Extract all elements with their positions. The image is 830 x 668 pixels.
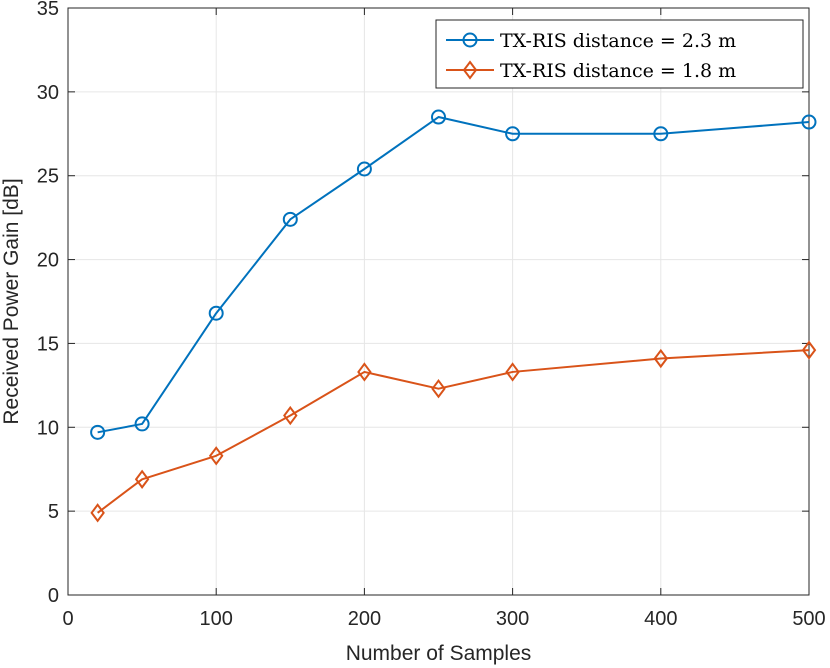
data-point-marker <box>357 362 372 382</box>
y-tick-label: 5 <box>48 501 59 523</box>
data-point-marker <box>208 446 224 466</box>
data-point-marker <box>431 109 446 125</box>
legend-label: TX-RIS distance = 1.8 m <box>500 60 736 82</box>
data-point-marker <box>505 362 520 382</box>
y-axis-title: Received Power Gain [dB] <box>0 178 23 424</box>
y-tick-label: 0 <box>48 585 59 607</box>
data-point-marker <box>505 126 521 142</box>
grid <box>67 7 810 596</box>
axis-ticks: 0 100 200 300 400 500 0 5 10 15 20 25 30 35 <box>37 0 826 630</box>
legend-label: TX-RIS distance = 2.3 m <box>500 30 736 52</box>
data-point-marker <box>801 340 817 360</box>
series-line <box>97 349 810 514</box>
x-tick-label: 0 <box>62 608 73 630</box>
y-tick-label: 25 <box>37 166 59 188</box>
data-point-marker <box>653 348 669 369</box>
x-tick-label: 300 <box>496 608 529 630</box>
plot-area-frame <box>67 7 810 596</box>
legend-marker <box>462 60 478 80</box>
y-tick-label: 35 <box>37 0 59 20</box>
x-tick-label: 100 <box>200 608 233 630</box>
data-point-marker <box>282 211 298 227</box>
data-point-marker <box>431 379 446 399</box>
legend-item-2: TX-RIS distance = 1.8 m <box>446 60 736 82</box>
x-tick-label: 200 <box>348 608 381 630</box>
data-point-marker <box>134 416 150 432</box>
x-tick-label: 400 <box>644 608 677 630</box>
series-group <box>90 109 817 523</box>
data-point-marker <box>208 305 224 321</box>
legend-marker <box>462 32 478 48</box>
data-point-marker <box>283 405 298 426</box>
legend-box <box>435 19 804 89</box>
data-point-marker <box>134 469 150 489</box>
legend: TX-RIS distance = 2.3 m TX-RIS distance =… <box>435 19 804 89</box>
x-axis-title: Number of Samples <box>346 642 532 665</box>
y-tick-label: 15 <box>37 333 59 355</box>
legend-item-1: TX-RIS distance = 2.3 m <box>446 30 736 52</box>
y-tick-label: 30 <box>37 82 59 104</box>
data-point-marker <box>90 503 105 523</box>
y-tick-label: 20 <box>37 250 59 272</box>
y-tick-label: 10 <box>37 417 59 439</box>
data-point-marker <box>801 114 817 130</box>
data-point-marker <box>356 161 372 177</box>
series-1 <box>90 109 817 440</box>
x-tick-label: 500 <box>792 608 825 630</box>
data-point-marker <box>653 126 669 142</box>
series-line <box>97 116 810 434</box>
series-2 <box>90 340 817 523</box>
data-point-marker <box>90 424 106 440</box>
